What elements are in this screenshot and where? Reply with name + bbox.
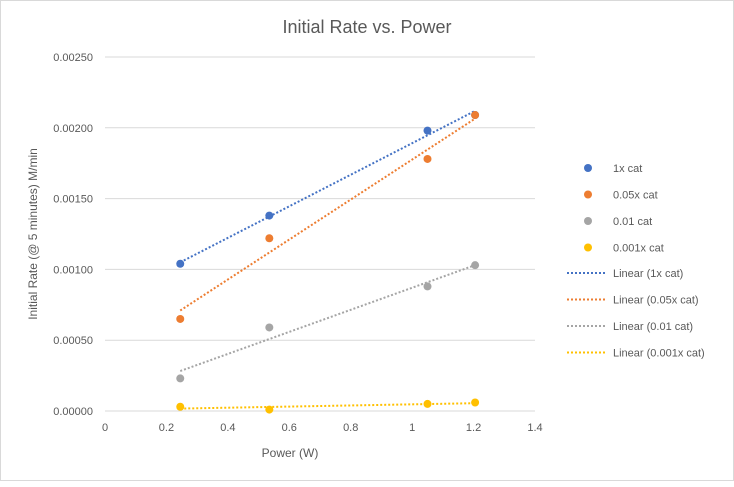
data-point-series-2: [265, 323, 274, 332]
data-point-series-1: [471, 111, 480, 120]
y-tick-label: 0.00200: [53, 123, 93, 135]
legend-trend-label: Linear (1x cat): [613, 268, 683, 280]
x-tick-label: 0.2: [159, 422, 174, 434]
legend-label: 1x cat: [613, 163, 642, 175]
data-point-series-0: [176, 259, 185, 268]
x-tick-label: 0: [102, 422, 108, 434]
trendline-1: [179, 117, 476, 312]
x-tick-label: 0.6: [282, 422, 297, 434]
x-tick-label: 0.4: [220, 422, 235, 434]
data-point-series-1: [265, 234, 274, 243]
legend-marker: [584, 190, 592, 199]
data-point-series-0: [423, 126, 432, 135]
legend-marker: [584, 217, 592, 225]
legend-label: 0.001x cat: [613, 243, 664, 255]
legend-marker: [584, 164, 592, 172]
legend-trend-label: Linear (0.01 cat): [613, 321, 693, 333]
y-axis-label: Initial Rate (@ 5 minutes) M/min: [26, 148, 40, 320]
y-tick-label: 0.00100: [53, 264, 93, 276]
x-axis-label: Power (W): [262, 446, 319, 460]
data-point-series-2: [471, 261, 480, 270]
y-tick-label: 0.00150: [53, 194, 93, 206]
data-point-series-3: [423, 399, 432, 408]
legend-label: 0.05x cat: [613, 190, 658, 202]
data-point-series-3: [471, 398, 480, 407]
trendline-0: [179, 109, 476, 264]
y-tick-label: 0.00050: [53, 335, 93, 347]
data-point-series-1: [423, 154, 432, 163]
legend-trend-label: Linear (0.05x cat): [613, 295, 699, 307]
data-point-series-3: [176, 402, 185, 411]
y-tick-label: 0.00000: [53, 406, 93, 418]
data-point-series-1: [176, 314, 185, 323]
data-point-series-2: [423, 282, 432, 291]
x-tick-label: 1: [409, 422, 415, 434]
data-point-series-2: [176, 374, 185, 383]
data-point-series-3: [265, 405, 274, 414]
x-tick-label: 0.8: [343, 422, 358, 434]
x-tick-label: 1.4: [527, 422, 542, 434]
legend-label: 0.01 cat: [613, 216, 652, 228]
y-tick-label: 0.00250: [53, 52, 93, 64]
legend-trend-label: Linear (0.001x cat): [613, 348, 705, 360]
chart-title: Initial Rate vs. Power: [282, 17, 451, 37]
x-tick-label: 1.2: [466, 422, 481, 434]
data-point-series-0: [265, 211, 274, 220]
legend-marker: [584, 243, 592, 252]
